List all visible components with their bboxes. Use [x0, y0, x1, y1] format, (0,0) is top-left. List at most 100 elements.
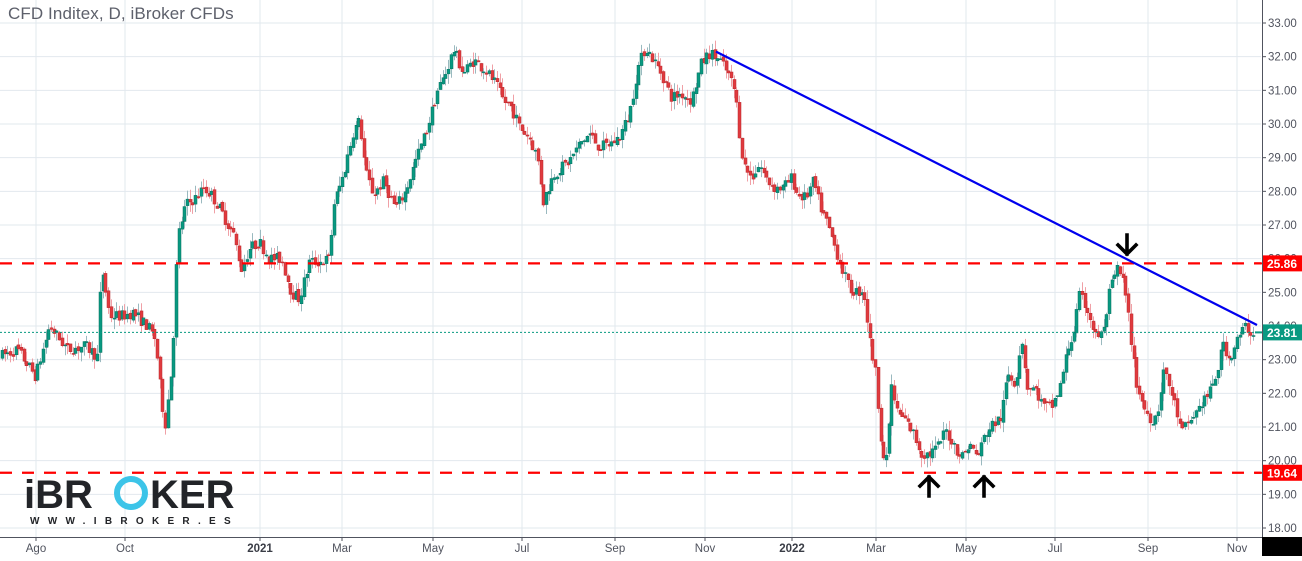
candle-down [879, 407, 884, 442]
candle-up [1197, 405, 1202, 412]
candle-down [729, 71, 734, 79]
candle-up [547, 191, 552, 195]
candle-down [666, 82, 671, 88]
candle-up [1200, 406, 1205, 409]
candle-up [487, 70, 492, 74]
candle-up [1104, 314, 1109, 328]
candle-up [1238, 334, 1243, 338]
candle-up [258, 239, 263, 247]
candle-down [152, 328, 157, 340]
candle-down [590, 132, 595, 136]
candle-up [245, 259, 250, 262]
candle-up [887, 423, 892, 454]
candle-down [109, 306, 114, 319]
candle-up [568, 157, 573, 165]
candle-up [623, 120, 628, 132]
candle-down [764, 170, 769, 178]
axis-corner-box[interactable] [1262, 537, 1302, 556]
price-tick-label: 28.00 [1268, 186, 1297, 198]
candle-up [647, 51, 652, 54]
candle-up [925, 452, 930, 459]
candle-down [144, 319, 149, 330]
time-tick-label: 2022 [779, 543, 805, 555]
candle-up [337, 185, 342, 192]
candle-down [280, 261, 285, 264]
candle-down [740, 137, 745, 159]
candle-down [528, 137, 533, 140]
time-axis[interactable]: Ago Oct 2021 Mar May Jul Sep Nov 2022 Mar May Jul Se… [0, 537, 1262, 555]
candle-down [998, 417, 1003, 422]
candle-down [955, 444, 960, 456]
candle-up [631, 98, 636, 105]
candle-down [707, 53, 712, 60]
candle-down [658, 65, 663, 74]
candle-up [416, 148, 421, 160]
candle-up [1251, 335, 1256, 337]
candle-down [563, 159, 568, 163]
candle-down [685, 98, 690, 100]
candle-up [1159, 392, 1164, 411]
candle-down [596, 144, 601, 151]
downtrend-line[interactable] [715, 50, 1258, 326]
candle-up [889, 384, 894, 426]
candle-down [1085, 307, 1090, 313]
candle-down [367, 169, 372, 181]
candle-up [938, 441, 943, 444]
candle-up [1202, 395, 1207, 407]
candle-down [1088, 312, 1093, 321]
trendline[interactable] [715, 50, 1258, 326]
horizontal-levels[interactable] [0, 262, 1261, 474]
candle-down [117, 310, 122, 321]
candle-down [506, 101, 511, 104]
candle-up [462, 71, 467, 74]
candle-down [612, 140, 617, 144]
candle-down [1137, 385, 1142, 395]
candle-up [634, 83, 639, 99]
candle-up [250, 241, 255, 249]
price-tick-label: 30.00 [1268, 119, 1297, 131]
candle-down [870, 338, 875, 361]
candle-down [598, 149, 603, 151]
candle-up [979, 442, 984, 457]
candle-down [158, 356, 163, 380]
candle-up [699, 58, 704, 75]
candle-down [827, 216, 832, 228]
candle-up [533, 150, 538, 152]
candle-up [1064, 354, 1069, 373]
candle-down [830, 227, 835, 237]
candle-down [500, 87, 505, 98]
price-tick-label: 25.00 [1268, 287, 1297, 299]
arrow-up-icon [917, 474, 941, 498]
candle-up [114, 311, 119, 318]
candle-down [797, 193, 802, 197]
candle-down [76, 346, 81, 351]
candle-up [454, 50, 459, 53]
candle-down [155, 338, 160, 359]
candle-down [539, 159, 544, 185]
candle-down [1080, 291, 1085, 295]
candle-up [987, 429, 992, 437]
candle-down [378, 187, 383, 190]
candle-down [881, 441, 886, 459]
candle-up [1031, 387, 1036, 391]
candle-up [704, 52, 709, 65]
candle-up [264, 254, 269, 257]
candle-up [1039, 399, 1044, 402]
candle-down [604, 138, 609, 143]
candle-up [324, 255, 329, 264]
candle-down [484, 72, 489, 75]
candle-down [511, 103, 516, 119]
candle-down [1123, 275, 1128, 296]
time-tick-label: Ago [26, 543, 46, 555]
candle-up [1069, 342, 1074, 351]
price-axis[interactable]: 18.0019.0020.0021.0022.0023.0024.0025.00… [1262, 0, 1297, 537]
candle-down [1227, 355, 1232, 359]
candle-up [1189, 419, 1194, 424]
candle-up [84, 341, 89, 344]
candle-up [1151, 424, 1156, 426]
candle-up [1161, 369, 1166, 394]
candle-up [552, 177, 557, 180]
candle-up [340, 176, 345, 188]
